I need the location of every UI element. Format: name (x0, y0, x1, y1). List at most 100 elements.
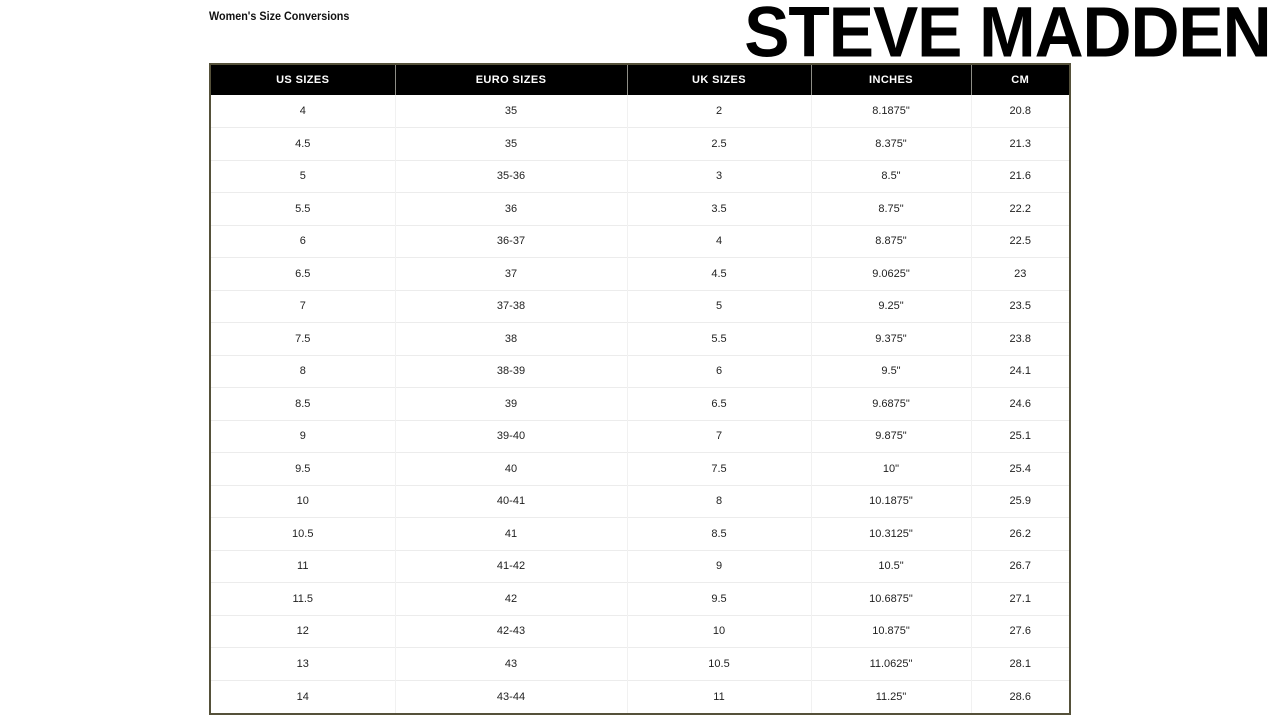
cell-cm: 25.4 (971, 452, 1069, 485)
page-title: Women's Size Conversions (209, 9, 350, 23)
cell-us: 14 (211, 679, 396, 713)
cell-cm: 21.6 (971, 159, 1069, 193)
table-row: 7.5 38 5.5 9.375" 23.8 (211, 322, 1069, 355)
cell-cm: 23.8 (971, 322, 1069, 355)
cell-uk: 7.5 (627, 452, 812, 485)
cell-uk: 6 (627, 354, 812, 388)
cell-us: 4 (211, 95, 396, 128)
cell-us: 8.5 (211, 387, 396, 420)
cell-euro: 40 (395, 452, 628, 485)
cell-in: 9.6875" (811, 387, 972, 420)
cell-in: 11.0625" (811, 647, 972, 680)
cell-us: 5.5 (211, 192, 396, 225)
cell-us: 7 (211, 289, 396, 323)
cell-in: 8.75" (811, 192, 972, 225)
cell-us: 12 (211, 614, 396, 648)
table-row: 10.5 41 8.5 10.3125" 26.2 (211, 517, 1069, 550)
cell-uk: 2.5 (627, 127, 812, 160)
cell-in: 8.5" (811, 159, 972, 193)
cell-cm: 25.9 (971, 484, 1069, 518)
cell-us: 5 (211, 159, 396, 193)
table-row: 6 36-37 4 8.875" 22.5 (211, 224, 1069, 258)
table-row: 8 38-39 6 9.5" 24.1 (211, 354, 1069, 388)
cell-cm: 24.1 (971, 354, 1069, 388)
table-body: 4 35 2 8.1875" 20.8 4.5 35 2.5 8.375" 21.3 5 35-36 3… (211, 95, 1069, 713)
cell-euro: 42 (395, 582, 628, 615)
cell-in: 10.5" (811, 549, 972, 583)
cell-euro: 38 (395, 322, 628, 355)
cell-uk: 10 (627, 614, 812, 648)
cell-euro: 37 (395, 257, 628, 290)
cell-us: 11 (211, 549, 396, 583)
cell-us: 4.5 (211, 127, 396, 160)
cell-in: 9.875" (811, 419, 972, 453)
cell-us: 6 (211, 224, 396, 258)
cell-cm: 24.6 (971, 387, 1069, 420)
cell-uk: 3 (627, 159, 812, 193)
cell-cm: 21.3 (971, 127, 1069, 160)
cell-uk: 9 (627, 549, 812, 583)
cell-uk: 11 (627, 679, 812, 713)
cell-in: 9.5" (811, 354, 972, 388)
table-row: 4 35 2 8.1875" 20.8 (211, 95, 1069, 128)
cell-euro: 39-40 (395, 419, 628, 453)
size-conversion-table: US SIZES EURO SIZES UK SIZES INCHES CM 4… (211, 65, 1069, 713)
cell-uk: 7 (627, 419, 812, 453)
cell-uk: 3.5 (627, 192, 812, 225)
cell-euro: 41 (395, 517, 628, 550)
cell-cm: 28.1 (971, 647, 1069, 680)
cell-us: 6.5 (211, 257, 396, 290)
cell-euro: 37-38 (395, 289, 628, 323)
cell-uk: 4 (627, 224, 812, 258)
cell-cm: 26.2 (971, 517, 1069, 550)
table-row: 5.5 36 3.5 8.75" 22.2 (211, 192, 1069, 225)
table-row: 13 43 10.5 11.0625" 28.1 (211, 647, 1069, 680)
table-row: 4.5 35 2.5 8.375" 21.3 (211, 127, 1069, 160)
cell-euro: 35 (395, 95, 628, 128)
cell-uk: 5.5 (627, 322, 812, 355)
cell-us: 9 (211, 419, 396, 453)
cell-euro: 35-36 (395, 159, 628, 193)
cell-cm: 26.7 (971, 549, 1069, 583)
cell-in: 9.25" (811, 289, 972, 323)
cell-cm: 28.6 (971, 679, 1069, 713)
column-header-cm: CM (971, 65, 1069, 95)
cell-in: 8.875" (811, 224, 972, 258)
cell-in: 10" (811, 452, 972, 485)
column-header-inches: INCHES (811, 65, 972, 95)
cell-us: 7.5 (211, 322, 396, 355)
table-header: US SIZES EURO SIZES UK SIZES INCHES CM (211, 65, 1069, 95)
column-header-us-sizes: US SIZES (211, 65, 396, 95)
cell-euro: 36-37 (395, 224, 628, 258)
table-row: 14 43-44 11 11.25" 28.6 (211, 679, 1069, 713)
cell-euro: 43-44 (395, 679, 628, 713)
cell-uk: 10.5 (627, 647, 812, 680)
cell-euro: 41-42 (395, 549, 628, 583)
cell-cm: 20.8 (1009, 105, 1031, 117)
column-header-uk-sizes: UK SIZES (627, 65, 812, 95)
cell-us: 9.5 (211, 452, 396, 485)
cell-us: 11.5 (211, 582, 396, 615)
cell-euro: 40-41 (395, 484, 628, 518)
cell-uk: 8.5 (627, 517, 812, 550)
cell-cm: 22.2 (971, 192, 1069, 225)
cell-uk: 8 (627, 484, 812, 518)
column-header-euro-sizes: EURO SIZES (395, 65, 628, 95)
table-header-row: US SIZES EURO SIZES UK SIZES INCHES CM (211, 65, 1069, 95)
table-row: 9.5 40 7.5 10" 25.4 (211, 452, 1069, 485)
cell-cm: 27.6 (971, 614, 1069, 648)
cell-in: 9.0625" (811, 257, 972, 290)
cell-uk: 6.5 (627, 387, 812, 420)
cell-euro: 35 (395, 127, 628, 160)
cell-in: 9.375" (811, 322, 972, 355)
table-row: 12 42-43 10 10.875" 27.6 (211, 614, 1069, 648)
table-row: 5 35-36 3 8.5" 21.6 (211, 159, 1069, 193)
cell-in: 10.1875" (811, 484, 972, 518)
cell-us: 8 (211, 354, 396, 388)
cell-euro: 36 (395, 192, 628, 225)
cell-us: 10 (211, 484, 396, 518)
cell-uk: 9.5 (627, 582, 812, 615)
cell-euro: 38-39 (395, 354, 628, 388)
cell-in: 8.1875" (811, 95, 972, 128)
cell-cm: 23 (971, 257, 1069, 290)
